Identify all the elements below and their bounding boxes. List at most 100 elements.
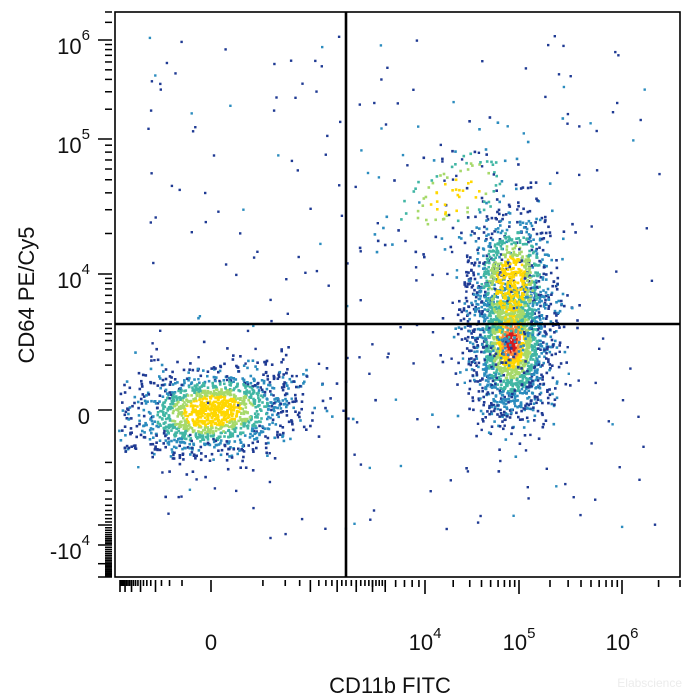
event-dot [528, 351, 532, 354]
event-dot [496, 227, 500, 230]
event-dot [506, 383, 509, 387]
event-dot [208, 395, 212, 399]
event-dot [276, 377, 280, 380]
event-dot [454, 188, 458, 191]
event-dot [479, 409, 483, 413]
event-dot [231, 408, 234, 412]
event-dot [232, 399, 236, 403]
event-dot [496, 276, 500, 279]
event-dot [508, 221, 511, 224]
event-dot [240, 419, 244, 422]
event-dot [270, 363, 274, 366]
event-dot [196, 405, 199, 408]
event-dot [535, 401, 538, 405]
event-dot [320, 65, 323, 68]
event-dot [601, 337, 605, 340]
event-dot [216, 417, 220, 420]
event-dot [542, 303, 546, 306]
event-dot [516, 377, 519, 381]
event-dot [535, 302, 539, 305]
event-dot [212, 433, 216, 436]
event-dot [490, 160, 493, 164]
event-dot [465, 347, 469, 350]
event-dot [482, 403, 485, 407]
event-dot [449, 245, 453, 249]
event-dot [488, 249, 491, 253]
event-dot [193, 378, 196, 381]
event-dot [227, 376, 231, 380]
event-dot [547, 360, 550, 364]
event-dot [500, 301, 504, 305]
event-dot [487, 350, 491, 353]
event-dot [494, 161, 498, 164]
event-dot [123, 425, 127, 428]
event-dot [507, 284, 511, 287]
event-dot [179, 412, 182, 415]
event-dot [227, 429, 231, 432]
event-dot [496, 383, 500, 386]
event-dot [503, 359, 507, 363]
event-dot [506, 342, 509, 346]
event-dot [515, 308, 518, 312]
event-dot [495, 198, 499, 201]
event-dot [486, 410, 489, 413]
event-dot [184, 446, 187, 450]
event-dot [228, 433, 232, 437]
event-dot [200, 452, 203, 455]
event-dot [487, 377, 491, 380]
event-dot [512, 275, 515, 278]
event-dot [522, 318, 526, 322]
event-dot [509, 288, 513, 292]
event-dot [223, 435, 226, 438]
event-dot [487, 380, 490, 383]
event-dot [492, 384, 495, 388]
event-dot [171, 401, 175, 404]
event-dot [269, 536, 272, 540]
event-dot [218, 379, 221, 383]
event-dot [187, 400, 190, 403]
event-dot [465, 339, 469, 342]
event-dot [521, 274, 525, 278]
event-dot [520, 325, 524, 329]
event-dot [222, 392, 225, 395]
event-dot [486, 302, 490, 305]
event-dot [490, 405, 493, 409]
event-dot [542, 272, 546, 276]
event-dot [186, 394, 190, 397]
event-dot [548, 231, 552, 234]
event-dot [153, 400, 157, 403]
event-dot [224, 263, 228, 266]
event-dot [517, 365, 520, 369]
event-dot [224, 413, 228, 416]
event-dot [513, 283, 517, 287]
event-dot [476, 380, 480, 383]
event-dot [511, 306, 514, 310]
event-dot [158, 375, 161, 378]
event-dot [154, 402, 158, 405]
event-dot [526, 364, 530, 368]
event-dot [321, 399, 325, 403]
event-dot [512, 281, 516, 284]
event-dot [523, 304, 527, 308]
event-dot [514, 270, 518, 274]
event-dot [555, 288, 559, 291]
event-dot [204, 475, 207, 479]
event-dot [546, 287, 550, 291]
event-dot [196, 437, 199, 440]
event-dot [525, 379, 528, 383]
event-dot [473, 232, 476, 235]
event-dot [474, 354, 478, 358]
event-dot [238, 398, 242, 401]
event-dot [531, 304, 535, 308]
event-dot [203, 420, 207, 423]
event-dot [512, 241, 516, 244]
event-dot [500, 345, 503, 348]
event-dot [254, 347, 257, 351]
event-dot [394, 398, 398, 401]
event-dot [434, 235, 438, 239]
event-dot [488, 366, 492, 369]
event-dot [532, 228, 535, 231]
event-dot [509, 281, 512, 284]
event-dot [465, 368, 468, 372]
event-dot [217, 420, 220, 423]
